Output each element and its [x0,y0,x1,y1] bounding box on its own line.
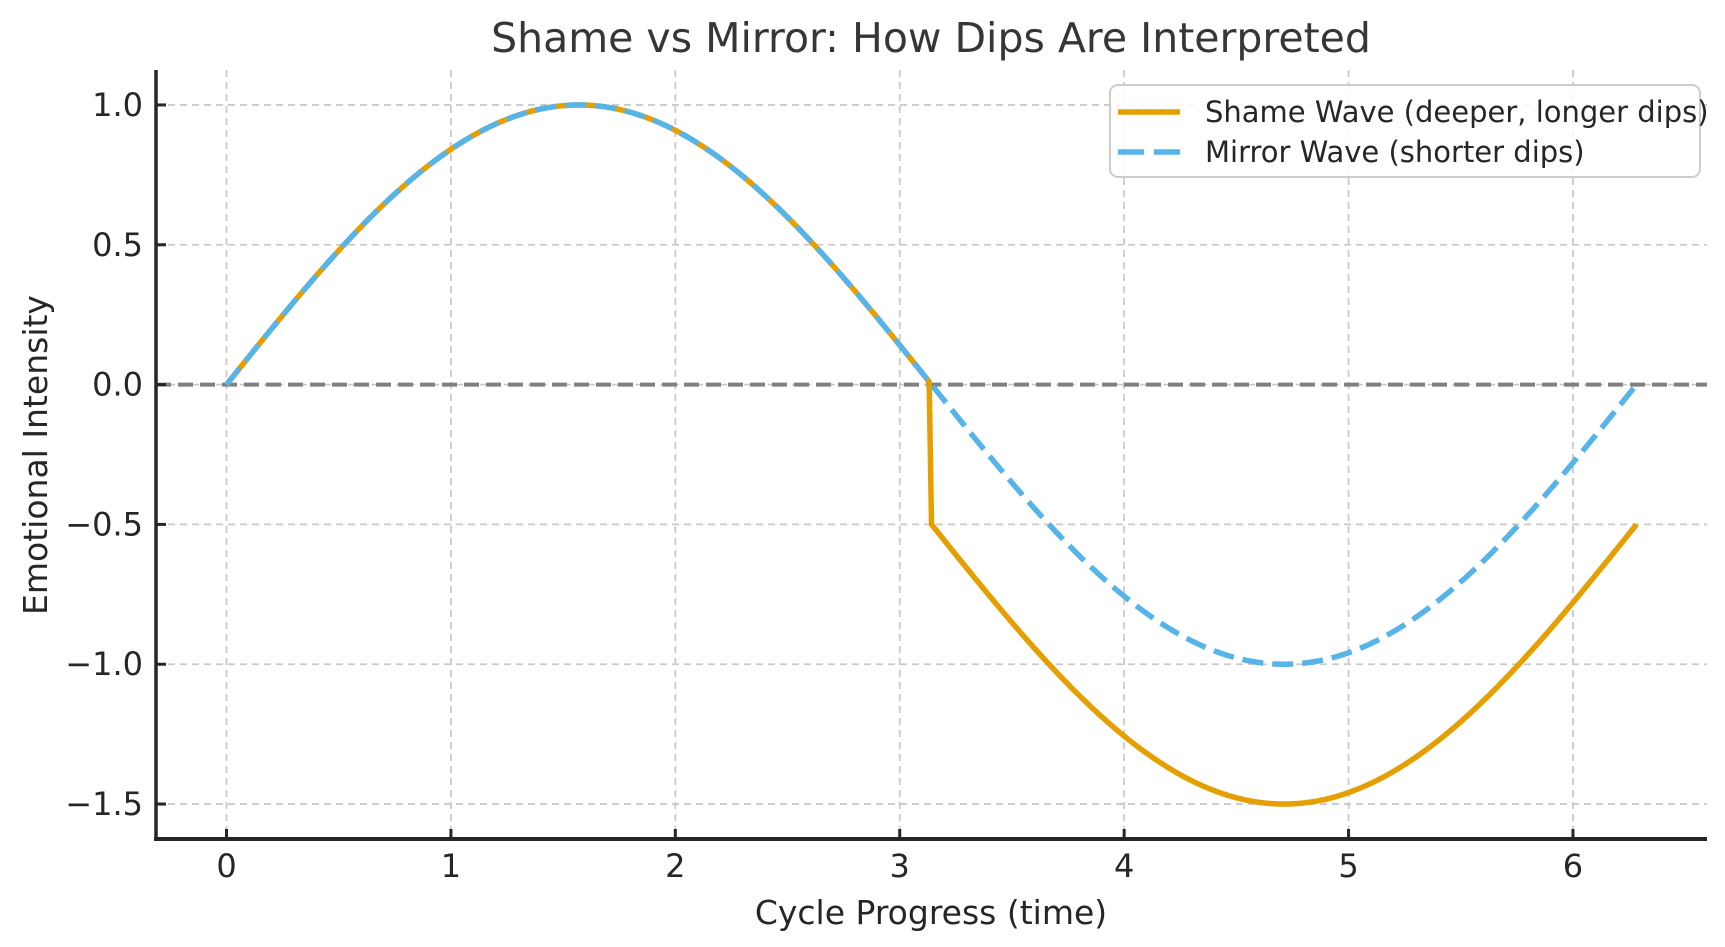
legend-entry-shame-wave: Shame Wave (deeper, longer dips) [1205,95,1709,129]
axes: 0 1 2 3 4 5 6 1.0 0.5 0.0 −0.5 −1.0 −1.5 [65,70,1707,885]
x-tick-label: 2 [665,847,685,885]
y-axis-label: Emotional Intensity [16,295,55,615]
chart-title: Shame vs Mirror: How Dips Are Interprete… [491,14,1371,62]
x-tick-label: 5 [1338,847,1358,885]
y-tick-label: 0.5 [92,226,143,264]
x-tick-label: 3 [890,847,910,885]
x-tick-label: 6 [1563,847,1583,885]
x-axis-label: Cycle Progress (time) [755,893,1107,932]
legend-entry-mirror-wave: Mirror Wave (shorter dips) [1205,135,1585,169]
y-tick-label: 1.0 [92,86,143,124]
shame-wave-curve [224,102,1639,807]
y-tick-label: −0.5 [65,505,143,543]
y-tick-label: −1.0 [65,645,143,683]
y-tick-label: −1.5 [65,785,143,823]
y-tick-label: 0.0 [92,366,143,404]
x-tick-label: 1 [441,847,461,885]
legend-box [1109,84,1701,178]
gridlines [156,70,1707,839]
curves [224,102,1639,807]
legend: Shame Wave (deeper, longer dips) Mirror … [1109,84,1709,178]
x-tick-label: 4 [1114,847,1134,885]
mirror-wave-curve [224,102,1639,667]
x-tick-label: 0 [216,847,236,885]
